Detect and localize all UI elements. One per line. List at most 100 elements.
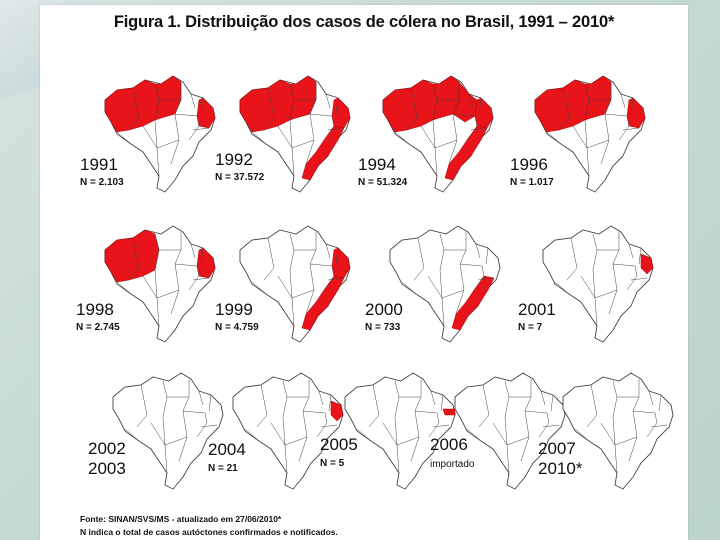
state-border (128, 237, 140, 281)
state-border (468, 93, 474, 109)
state-border (432, 83, 438, 149)
state-border (452, 113, 476, 117)
state-border (658, 394, 662, 412)
panel-year: 2002 (88, 439, 126, 458)
state-border (263, 237, 275, 281)
brazil-map-2006 (454, 372, 566, 490)
state-border (628, 243, 634, 259)
state-border (586, 147, 590, 177)
affected-region-east-tip (640, 253, 654, 275)
panel-case-count: N = 37.572 (215, 172, 265, 183)
state-border (478, 97, 482, 115)
state-border (323, 265, 335, 291)
panel-note: importado (430, 459, 475, 470)
state-border (475, 243, 481, 259)
state-border (289, 233, 295, 299)
map-panel-2001: 2001 N = 7 (518, 210, 668, 360)
brazil-map-2007-2010 (562, 372, 674, 490)
brazil-map-2002-2003 (112, 372, 224, 490)
state-border (196, 412, 208, 438)
panel-year: 1992 (215, 150, 253, 169)
map-panel-1999: 1999 N = 4.759 (215, 210, 365, 360)
brazil-map-1999 (239, 225, 351, 343)
state-border (192, 277, 210, 281)
state-border (524, 410, 548, 414)
state-border (208, 394, 212, 412)
panel-case-count: N = 21 (208, 463, 238, 474)
state-border (622, 127, 640, 131)
state-border (478, 384, 490, 428)
state-border (164, 444, 168, 474)
panel-case-count: N = 7 (518, 322, 543, 333)
state-border (632, 410, 656, 414)
panel-year-secondary: 2010* (538, 459, 583, 478)
state-border (282, 380, 288, 446)
panel-year: 2000 (365, 300, 403, 319)
state-border (428, 412, 440, 438)
panel-year: 2005 (320, 435, 358, 454)
state-border (612, 263, 636, 267)
map-panel-1992: 1992 N = 37.572 (215, 60, 365, 210)
panel-year: 2004 (208, 440, 246, 459)
map-panel-2005: 2005 N = 5 (320, 357, 470, 507)
panel-year: 1996 (510, 155, 548, 174)
panel-year: 2007 (538, 439, 576, 458)
figure-panel: Figura 1. Distribuição dos casos de cóle… (40, 5, 688, 540)
state-border (198, 390, 204, 406)
state-border (550, 394, 554, 412)
source-line: Fonte: SINAN/SVS/MS - atualizado em 27/0… (80, 514, 282, 524)
map-panel-2000: 2000 N = 733 (365, 210, 515, 360)
panel-case-count: N = 1.017 (510, 177, 554, 188)
state-border (477, 277, 495, 281)
state-border (251, 281, 267, 295)
state-border (368, 384, 380, 428)
state-border (406, 87, 418, 131)
state-border (546, 131, 562, 145)
state-border (188, 265, 200, 291)
state-border (291, 297, 295, 327)
panel-case-count: N = 733 (365, 322, 401, 333)
state-border (466, 428, 482, 442)
state-border (263, 87, 275, 131)
map-group (239, 225, 351, 343)
map-panel-1991: 1991 N = 2.103 (80, 60, 230, 210)
affected-region-east-coast (444, 125, 488, 181)
state-border (566, 237, 578, 281)
brazil-map-2004 (232, 372, 344, 490)
map-group (454, 372, 566, 490)
state-border (318, 390, 324, 406)
state-border (182, 410, 206, 414)
state-border (604, 113, 628, 117)
panel-case-count: N = 5 (320, 458, 345, 469)
state-border (470, 127, 488, 131)
map-panel-2006: 2006 importado (430, 357, 580, 507)
state-border (154, 83, 160, 149)
state-border (614, 444, 618, 474)
map-group (382, 75, 494, 193)
brazil-map-1994 (382, 75, 494, 193)
brazil-map-1998 (104, 225, 216, 343)
map-group (344, 372, 456, 490)
state-border (356, 428, 372, 442)
brazil-map-1996 (534, 75, 646, 193)
state-border (188, 115, 200, 141)
state-border (320, 424, 338, 428)
state-border (289, 83, 295, 149)
state-border (200, 424, 218, 428)
map-group (389, 225, 501, 343)
affected-region-east-coast (301, 275, 345, 331)
state-border (620, 93, 626, 109)
brazil-outline (454, 372, 566, 490)
state-border (174, 263, 198, 267)
affected-region-east-coast (451, 275, 495, 331)
brazil-map-1991 (104, 75, 216, 193)
panel-year: 1991 (80, 155, 118, 174)
state-border (413, 237, 425, 281)
state-border (432, 424, 450, 428)
state-border (504, 380, 510, 446)
panel-case-count: N = 2.103 (80, 177, 124, 188)
state-border (638, 247, 642, 265)
map-panel-1996: 1996 N = 1.017 (510, 60, 660, 210)
brazil-outline (562, 372, 674, 490)
figure-source: Fonte: SINAN/SVS/MS - atualizado em 27/0… (80, 513, 338, 539)
